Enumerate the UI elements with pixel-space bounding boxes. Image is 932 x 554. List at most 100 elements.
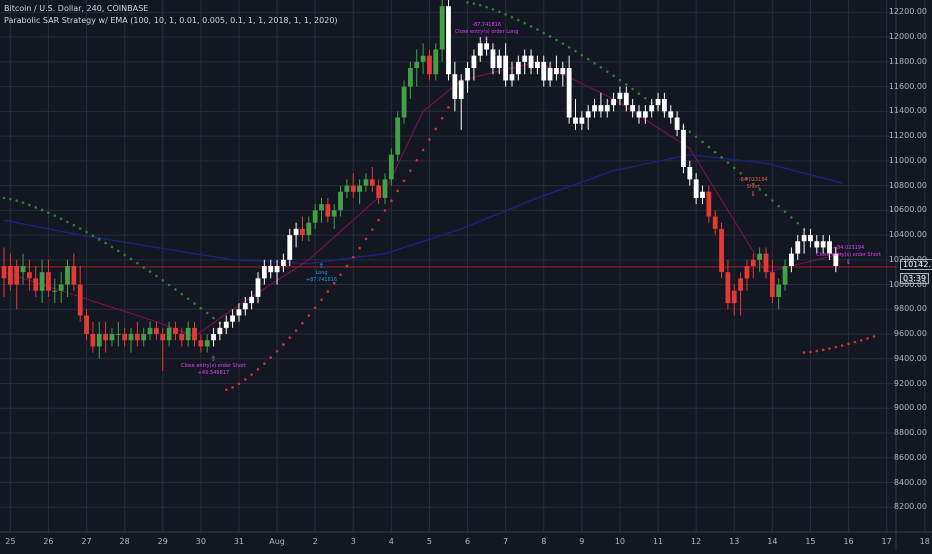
sar-dot-down [637,92,641,95]
y-tick-label: 10200.00 [888,254,927,264]
candle-body [757,253,763,260]
x-tick-label: 12 [691,537,702,546]
x-tick-label: 13 [729,537,740,546]
y-tick-label: 11000.00 [888,155,927,165]
candle-body [154,327,159,335]
sar-dot-down [155,274,158,278]
sar-dot-down [605,70,609,73]
sar-dot-up [275,349,279,353]
sar-dot-down [593,61,596,65]
candle-body [388,154,394,180]
x-tick-label: 14 [767,537,778,546]
sar-dot-down [713,150,717,154]
sar-dot-up [847,342,850,346]
candle-body [427,55,432,75]
candle-body [674,117,680,130]
y-tick-label: 10000.00 [888,279,927,289]
sar-dot-down [186,297,190,301]
sar-dot-down [625,83,628,86]
study-title: Parabolic SAR Strategy w/ EMA (100, 10, … [4,16,338,25]
candle-body [579,117,585,124]
sar-dot-up [371,228,374,231]
x-tick-label: Aug [269,537,285,546]
x-tick-label: 3 [350,537,356,546]
trade-annotation-value: -84.023194 [738,177,768,184]
candle-body [312,210,318,223]
candle-body [801,235,807,242]
trade-annotation-label: Close entry(s) order Short [181,362,246,369]
sar-dot-down [720,156,723,159]
sar-dot-down [466,1,469,4]
candle-body [58,284,64,291]
trade-marker-arrow: ⇑ [210,354,217,363]
x-tick-label: 28 [119,537,130,546]
candle-body [103,334,108,341]
sar-dot-up [447,106,450,109]
sar-dot-down [586,57,590,61]
sar-dot-up [282,343,285,346]
y-tick-label: 8200.00 [893,502,927,512]
candle-body [363,179,369,186]
candle-body [789,253,794,266]
sar-dot-up [231,386,234,389]
y-tick-label: 12000.00 [888,32,927,42]
x-tick-label: 18 [919,537,930,546]
sar-dot-down [726,161,730,164]
x-tick-label: 27 [81,537,92,546]
candle-body [452,74,458,99]
candle-body [350,185,356,192]
sar-dot-down [618,78,622,82]
y-tick-label: 10800.00 [888,180,927,190]
sar-dot-down [129,257,133,261]
sar-dot-up [409,169,412,172]
sar-dot-down [148,270,152,273]
trade-annotation-value: +66.549817 [197,369,230,376]
sar-dot-down [28,203,31,207]
sar-dot-up [250,373,253,376]
sar-dot-down [110,245,114,249]
candle-body [706,191,712,217]
candle-body [814,241,820,248]
candle-body [242,303,248,310]
sar-dot-up [358,246,361,250]
candle-body [623,92,629,106]
sar-dot-up [244,378,247,381]
sar-dot-up [809,350,812,354]
candle-body [808,235,813,242]
sar-dot-down [180,292,184,296]
sar-dot-down [612,74,615,78]
candle-body [395,117,401,155]
sar-dot-down [104,241,107,245]
candle-body [198,340,204,347]
candle-body [39,272,45,291]
candle-body [109,334,115,341]
sar-dot-up [263,362,266,365]
candle-body [369,179,375,186]
sar-dot-up [256,368,260,371]
candle-body [554,68,559,75]
ema-long-line [3,153,843,265]
y-tick-label: 11400.00 [888,106,927,116]
candle-body [20,266,26,273]
candle-body [7,266,13,285]
sar-dot-up [866,337,869,340]
sar-dot-down [536,28,539,31]
y-tick-label: 9400.00 [893,353,927,363]
trade-marker-arrow: ⇓ [750,190,757,199]
trade-marker-arrow: ⇓ [845,258,852,267]
candle-body [827,241,832,254]
candle-body [490,49,496,69]
y-tick-label: 12200.00 [888,7,927,17]
candle-body [166,327,172,341]
sar-dot-down [739,171,742,175]
candle-body [649,105,655,112]
candle-body [274,266,280,273]
sar-dot-down [40,208,44,212]
candle-body [376,185,382,198]
sar-dot-down [72,223,76,227]
candle-body [204,340,210,347]
x-tick-label: 11 [652,537,664,546]
